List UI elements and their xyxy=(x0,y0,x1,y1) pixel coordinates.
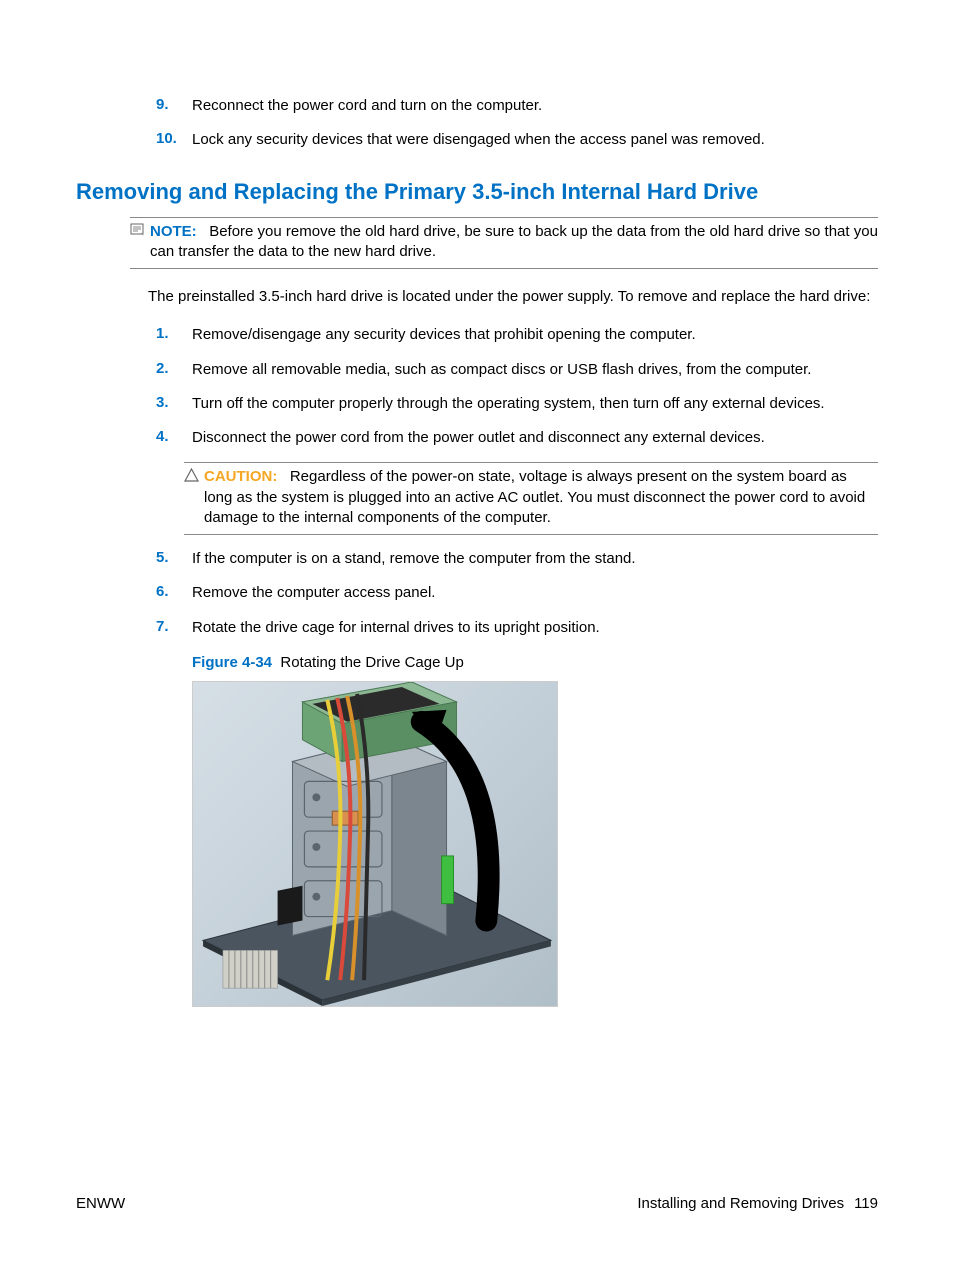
procedure-list: 1. Remove/disengage any security devices… xyxy=(156,325,878,448)
list-text: Rotate the drive cage for internal drive… xyxy=(192,618,878,638)
list-item: 2. Remove all removable media, such as c… xyxy=(156,360,878,380)
list-number: 3. xyxy=(156,394,192,414)
note-label: NOTE: xyxy=(150,223,197,240)
footer-right: Installing and Removing Drives 119 xyxy=(637,1195,878,1212)
list-text: Turn off the computer properly through t… xyxy=(192,394,878,414)
document-page: 9. Reconnect the power cord and turn on … xyxy=(0,0,954,1007)
footer-left: ENWW xyxy=(76,1195,125,1212)
figure-number: Figure 4-34 xyxy=(192,654,272,671)
list-text: Lock any security devices that were dise… xyxy=(192,130,878,150)
list-number: 5. xyxy=(156,549,192,569)
list-text: Remove the computer access panel. xyxy=(192,583,878,603)
caution-callout: CAUTION: Regardless of the power-on stat… xyxy=(184,462,878,535)
page-footer: ENWW Installing and Removing Drives 119 xyxy=(76,1195,878,1212)
figure-illustration xyxy=(192,681,558,1007)
list-item: 1. Remove/disengage any security devices… xyxy=(156,325,878,345)
list-text: If the computer is on a stand, remove th… xyxy=(192,549,878,569)
list-number: 4. xyxy=(156,428,192,448)
caution-label: CAUTION: xyxy=(204,468,277,485)
continuation-list: 9. Reconnect the power cord and turn on … xyxy=(156,96,878,151)
section-heading: Removing and Replacing the Primary 3.5-i… xyxy=(76,179,878,205)
footer-section: Installing and Removing Drives xyxy=(637,1195,844,1212)
list-text: Disconnect the power cord from the power… xyxy=(192,428,878,448)
note-text: Before you remove the old hard drive, be… xyxy=(150,223,878,260)
list-number: 9. xyxy=(156,96,192,116)
list-item: 5. If the computer is on a stand, remove… xyxy=(156,549,878,569)
caution-text: Regardless of the power-on state, voltag… xyxy=(204,468,865,526)
page-number: 119 xyxy=(854,1195,878,1212)
list-item: 3. Turn off the computer properly throug… xyxy=(156,394,878,414)
list-text: Reconnect the power cord and turn on the… xyxy=(192,96,878,116)
procedure-list-continued: 5. If the computer is on a stand, remove… xyxy=(156,549,878,638)
note-icon xyxy=(130,222,150,263)
list-item: 4. Disconnect the power cord from the po… xyxy=(156,428,878,448)
list-item: 9. Reconnect the power cord and turn on … xyxy=(156,96,878,116)
list-text: Remove all removable media, such as comp… xyxy=(192,360,878,380)
intro-paragraph: The preinstalled 3.5-inch hard drive is … xyxy=(148,287,878,307)
caution-icon xyxy=(184,467,204,528)
list-text: Remove/disengage any security devices th… xyxy=(192,325,878,345)
list-number: 1. xyxy=(156,325,192,345)
list-number: 2. xyxy=(156,360,192,380)
list-number: 10. xyxy=(156,130,192,150)
list-number: 6. xyxy=(156,583,192,603)
figure-caption: Figure 4-34 Rotating the Drive Cage Up xyxy=(192,654,878,671)
note-body: NOTE: Before you remove the old hard dri… xyxy=(150,222,878,263)
list-number: 7. xyxy=(156,618,192,638)
list-item: 7. Rotate the drive cage for internal dr… xyxy=(156,618,878,638)
list-item: 6. Remove the computer access panel. xyxy=(156,583,878,603)
figure-title: Rotating the Drive Cage Up xyxy=(280,654,463,671)
caution-body: CAUTION: Regardless of the power-on stat… xyxy=(204,467,878,528)
note-callout: NOTE: Before you remove the old hard dri… xyxy=(130,217,878,270)
list-item: 10. Lock any security devices that were … xyxy=(156,130,878,150)
